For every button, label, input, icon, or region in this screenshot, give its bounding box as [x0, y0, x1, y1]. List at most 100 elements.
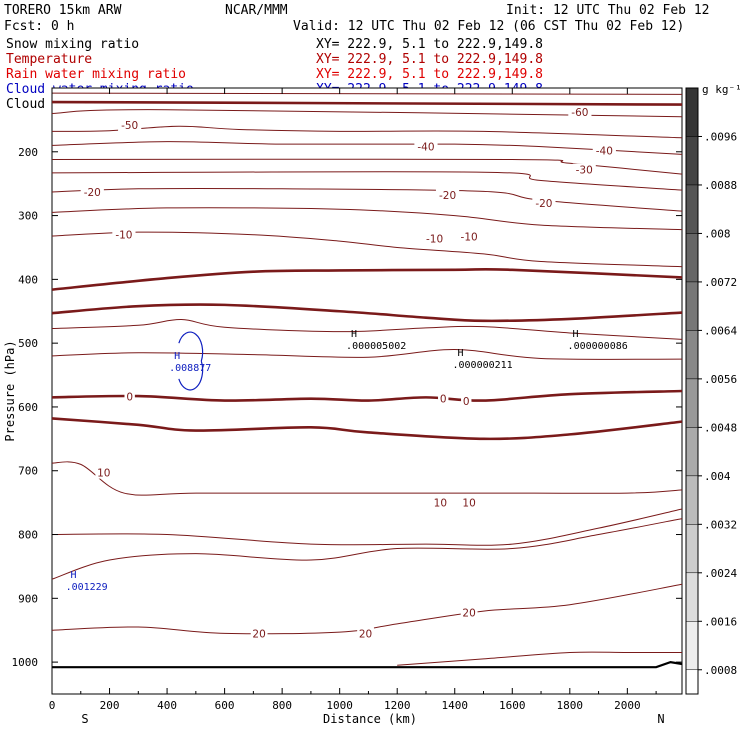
- isotherm-minus-10: [51, 231, 683, 268]
- extremum-value: .001229: [66, 582, 108, 593]
- terrain-surface: [52, 660, 683, 669]
- colorbar-tick-label: .004: [704, 470, 731, 483]
- isotherm-10: [51, 461, 683, 496]
- extremum-value: .000005002: [346, 341, 406, 352]
- contour-label-bg: [250, 627, 268, 640]
- contour-label: -10: [461, 232, 478, 244]
- colorbar-segment: [685, 524, 699, 574]
- isotherm-minus-30: [51, 171, 683, 191]
- extremum-value: .000000086: [568, 341, 628, 352]
- legend-entry-xy: XY= 222.9, 5.1 to 222.9,149.8: [316, 37, 543, 52]
- isotherm-10: [51, 508, 683, 546]
- colorbar-segment: [685, 475, 699, 525]
- model-title: TORERO 15km ARW: [4, 3, 122, 18]
- contour-label-bg: [568, 106, 592, 119]
- y-tick-label: 600: [18, 401, 38, 414]
- colorbar-tick-label: .0064: [704, 324, 737, 337]
- x-tick-label: 600: [215, 699, 235, 712]
- extremum-marker: H: [573, 329, 579, 340]
- colorbar-segment: [685, 184, 699, 234]
- x-tick-label: 400: [157, 699, 177, 712]
- forecast-hour: Fcst: 0 h: [4, 19, 74, 34]
- contour-label-bg: [460, 606, 478, 619]
- legend-entry-xy: XY= 222.9, 5.1 to 222.9,149.8: [316, 52, 543, 67]
- x-tick-label: 200: [100, 699, 120, 712]
- colorbar-unit: g kg⁻¹: [702, 83, 740, 96]
- contour-label-bg: [592, 144, 616, 157]
- contour-label: -20: [84, 187, 101, 199]
- colorbar-tick-label: .0088: [704, 179, 737, 192]
- contour-label-bg: [460, 496, 478, 509]
- contour-label: -40: [596, 146, 613, 158]
- x-tick-label: 0: [49, 699, 56, 712]
- isotherm-0: [51, 303, 683, 323]
- colorbar-segment: [685, 572, 699, 622]
- extremum-marker: H: [71, 570, 77, 581]
- y-tick-label: 1000: [12, 656, 39, 669]
- legend-entry-label: Rain water mixing ratio: [6, 67, 186, 82]
- colorbar: .0096 .0088 .008 .0072 .0064 .0056 .0048 .004 .0…: [685, 83, 740, 695]
- x-tick-label: 1600: [499, 699, 526, 712]
- colorbar-segment: [685, 87, 699, 137]
- contour-label-bg: [572, 163, 596, 176]
- contour-label-bg: [95, 466, 113, 479]
- colorbar-tick-label: .0096: [704, 130, 737, 143]
- colorbar-segment: [685, 330, 699, 380]
- x-axis: 0 200 400 600 800 1000 1200 1400 1600 1800 2000: [49, 88, 657, 712]
- contour-label: -20: [535, 198, 552, 210]
- cloud-water-contour-lower: [178, 360, 204, 391]
- plot-frame: [51, 87, 683, 695]
- contour-label: 10: [434, 498, 447, 510]
- contour-label: 20: [252, 628, 265, 640]
- x-axis-left-end-label: S: [81, 712, 88, 726]
- contour-label-bg: [435, 189, 460, 202]
- contour-label: 0: [126, 392, 133, 404]
- extremum-value: .008877: [169, 363, 211, 374]
- isotherm-minus-40: [51, 141, 683, 155]
- org-label: NCAR/MMM: [225, 3, 288, 18]
- contour-label-bg: [461, 395, 472, 408]
- colorbar-segment: [685, 233, 699, 283]
- x-tick-label: 2000: [614, 699, 641, 712]
- contour-label: -10: [426, 234, 443, 246]
- colorbar-frame: [685, 87, 699, 695]
- y-tick-label: 300: [18, 210, 38, 223]
- colorbar-tick-label: .0032: [704, 518, 737, 531]
- isotherm-minus-10: [51, 319, 683, 340]
- contour-labels: -60-50-40 -40-30-20 -20-20-10 -10 -100 0 01010…: [80, 106, 616, 640]
- x-tick-label: 1000: [326, 699, 353, 712]
- contour-label-bg: [124, 390, 135, 403]
- colorbar-segment: [685, 136, 699, 186]
- x-axis-label: Distance (km): [323, 712, 417, 726]
- colorbar-segment-empty: [685, 669, 699, 695]
- extrema-markers: H.000005002H.000000211H.000000086H.00887…: [66, 329, 628, 593]
- x-axis-right-end-label: N: [657, 712, 664, 726]
- contour-label: 0: [440, 394, 447, 406]
- legend-entry-xy: XY= 222.9, 5.1 to 222.9,149.8: [316, 67, 543, 82]
- isotherm-minus-20: [51, 207, 683, 231]
- colorbar-tick-label: .008: [704, 227, 731, 240]
- extremum-value: .000000211: [452, 360, 512, 371]
- y-tick-label: 400: [18, 273, 38, 286]
- colorbar-tick-label: .0024: [704, 567, 737, 580]
- colorbar-tick-label: .0048: [704, 421, 737, 434]
- isotherm-minus-10: [51, 349, 683, 360]
- isotherm-0: [51, 417, 683, 441]
- contour-label-bg: [118, 118, 142, 131]
- extremum-marker: H: [457, 348, 463, 359]
- extremum-marker: H: [351, 329, 357, 340]
- contour-label: -40: [417, 142, 434, 154]
- contour-label-bg: [431, 496, 449, 509]
- contour-label-bg: [80, 185, 104, 198]
- y-tick-label: 800: [18, 529, 38, 542]
- x-tick-label: 800: [272, 699, 292, 712]
- y-tick-label: 500: [18, 337, 38, 350]
- contour-label-bg: [112, 228, 136, 241]
- isotherm-10: [51, 92, 683, 95]
- x-tick-label: 1800: [557, 699, 584, 712]
- isotherm-minus-20: [51, 187, 683, 212]
- contour-label: 10: [462, 498, 475, 510]
- y-tick-label: 900: [18, 592, 38, 605]
- colorbar-tick-label: .0072: [704, 276, 737, 289]
